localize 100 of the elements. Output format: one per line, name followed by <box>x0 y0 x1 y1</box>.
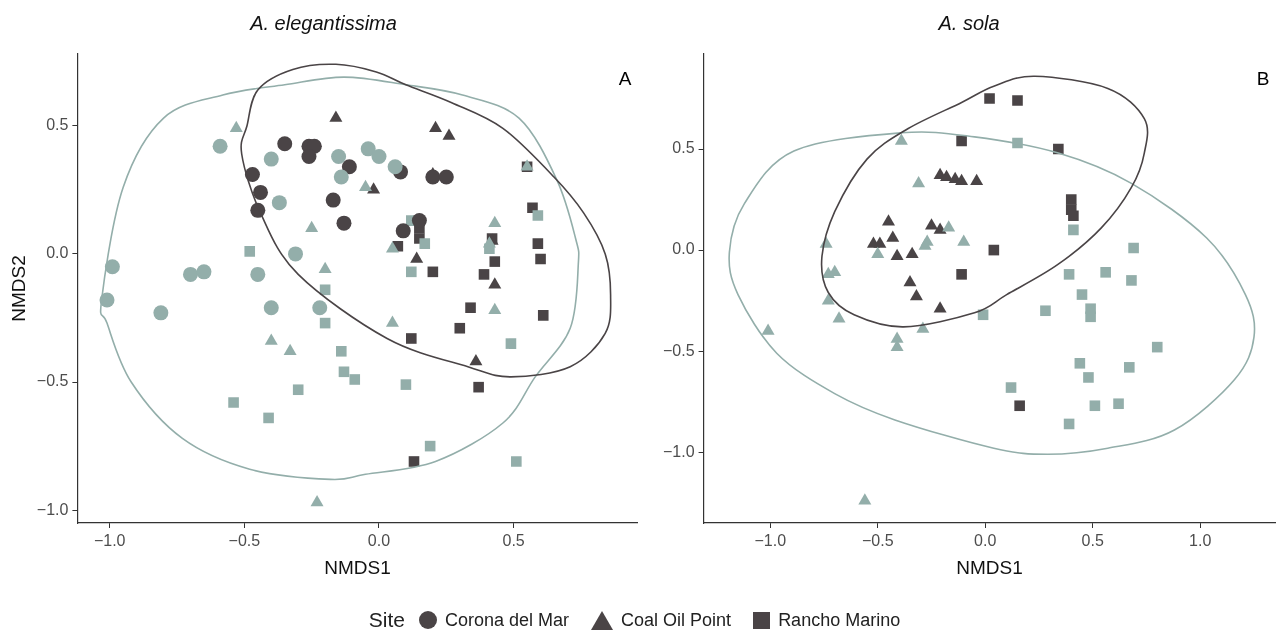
point <box>894 133 908 145</box>
point <box>325 192 341 208</box>
point <box>925 218 938 230</box>
point <box>229 120 243 133</box>
point <box>970 173 984 186</box>
x-tick-label: −0.5 <box>228 532 261 550</box>
point <box>916 321 930 333</box>
point <box>469 354 483 366</box>
point <box>153 305 169 321</box>
point <box>956 269 967 280</box>
point <box>871 246 885 258</box>
point <box>411 213 427 229</box>
point <box>454 322 466 334</box>
point <box>228 397 239 408</box>
y-tick-label: −1.0 <box>36 500 69 518</box>
point <box>488 215 502 227</box>
y-tick-label: −1.0 <box>662 442 695 460</box>
point <box>511 456 522 467</box>
legend-label: Corona del Mar <box>445 609 570 631</box>
point <box>478 269 490 280</box>
y-tick-label: −0.5 <box>662 341 695 359</box>
point <box>212 138 228 154</box>
point <box>984 93 995 104</box>
point <box>336 215 352 231</box>
point <box>288 246 304 262</box>
point <box>341 159 357 175</box>
point <box>385 315 399 327</box>
point <box>438 169 454 185</box>
point <box>489 256 501 267</box>
point <box>488 302 502 315</box>
point <box>371 149 387 165</box>
point <box>359 179 373 192</box>
point <box>271 195 287 211</box>
point <box>957 234 971 246</box>
legend-label: Coal Oil Point <box>621 609 732 631</box>
point <box>882 214 895 226</box>
legend-title: Site <box>368 608 405 632</box>
point <box>1040 305 1051 317</box>
point <box>333 169 349 185</box>
point <box>933 301 947 313</box>
point <box>429 120 443 133</box>
point <box>940 169 954 182</box>
point <box>532 210 544 221</box>
x-tick-label: 0.0 <box>974 532 997 550</box>
point <box>400 379 412 390</box>
y-axis-title: NMDS2 <box>7 255 29 322</box>
point <box>473 381 484 393</box>
x-tick-label: 0.5 <box>1081 532 1104 550</box>
point <box>335 345 347 357</box>
point <box>1014 400 1025 412</box>
point <box>283 343 297 356</box>
point <box>890 331 904 343</box>
point <box>360 141 376 157</box>
point <box>1126 275 1137 286</box>
point <box>1089 400 1101 412</box>
point <box>263 412 274 424</box>
point <box>419 238 431 249</box>
point <box>535 253 546 265</box>
point <box>912 175 926 188</box>
point <box>305 220 319 233</box>
point <box>1083 372 1094 383</box>
point <box>312 300 328 316</box>
point <box>1012 95 1023 106</box>
point <box>318 261 332 274</box>
x-tick-label: −1.0 <box>93 532 126 550</box>
point <box>956 135 967 147</box>
point <box>821 293 835 305</box>
point <box>182 266 198 282</box>
point <box>292 384 304 396</box>
y-tick-label: 0.0 <box>672 240 695 258</box>
point <box>408 456 420 467</box>
point <box>903 274 917 287</box>
point <box>832 311 846 323</box>
point <box>905 246 919 258</box>
point <box>104 259 120 275</box>
point <box>410 251 424 263</box>
point <box>873 236 887 248</box>
point <box>1085 311 1096 323</box>
point <box>264 333 278 345</box>
x-tick-label: 0.0 <box>367 532 391 550</box>
chart-title: A. sola <box>937 11 1000 34</box>
point <box>488 277 502 289</box>
point <box>395 223 411 239</box>
point <box>406 333 417 344</box>
point <box>858 493 872 505</box>
x-tick-label: 1.0 <box>1189 532 1212 550</box>
point <box>1113 398 1124 410</box>
point <box>955 173 969 186</box>
point <box>244 166 260 182</box>
point <box>1065 194 1077 205</box>
point <box>301 149 317 165</box>
point <box>761 323 775 335</box>
point <box>253 184 268 200</box>
point <box>465 302 476 314</box>
point <box>1123 362 1135 373</box>
x-tick-label: 0.5 <box>502 532 525 550</box>
point <box>310 495 324 507</box>
point <box>1100 267 1111 278</box>
chart-title: A. elegantissima <box>249 11 397 34</box>
point <box>537 310 549 321</box>
